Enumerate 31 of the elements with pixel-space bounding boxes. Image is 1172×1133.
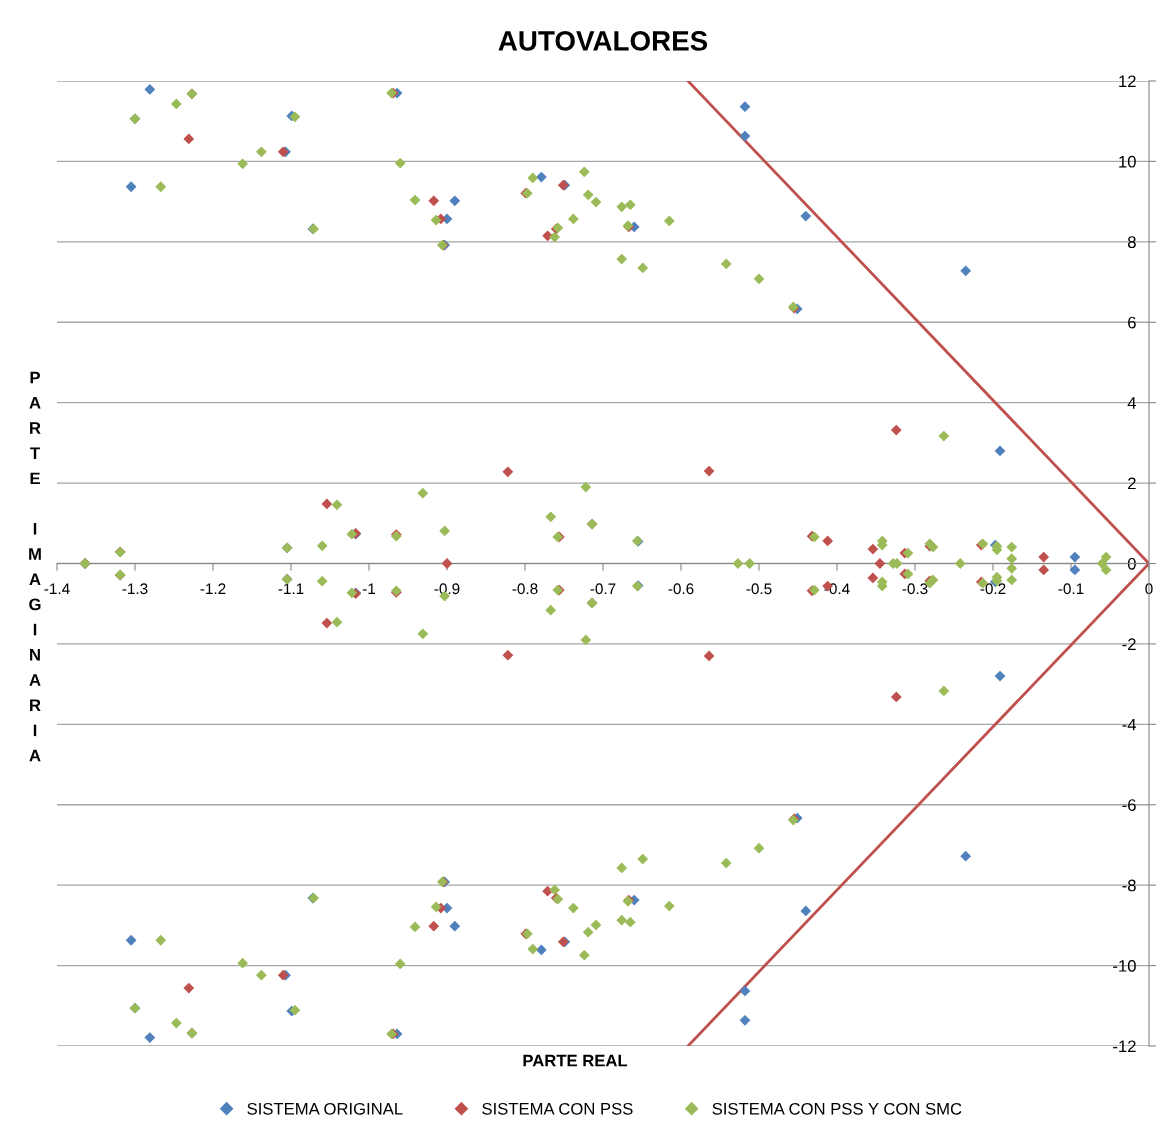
y-tick-label: 4 [1127,397,1137,409]
x-tick-label: -0.5 [746,583,772,595]
x-tick-label: -0.6 [668,583,694,595]
x-tick-label: -1.4 [44,583,70,595]
y-tick-label: 10 [1119,155,1136,168]
x-axis-title: PARTE REAL [523,1054,628,1067]
x-tick-label: -1.3 [122,583,148,595]
y-tick-label: -4 [1122,718,1137,731]
y-tick-label: -10 [1113,959,1136,972]
x-tick-label: -0.8 [512,583,538,595]
x-tick-label: -0.3 [902,583,928,595]
legend-label: SISTEMA CON PSS Y CON SMC [712,1102,962,1115]
x-tick-label: -1.1 [278,583,304,595]
x-tick-label: -0.2 [980,583,1006,595]
y-tick-label: -8 [1122,879,1136,892]
x-tick-label: -1 [362,583,376,595]
text: PARTE IMAGINARIA [29,371,41,762]
chart-title: AUTOVALORES [498,31,708,51]
y-tick-label: 6 [1128,316,1136,329]
y-tick-label: -2 [1122,638,1136,650]
legend-label: SISTEMA CON PSS [482,1102,633,1115]
y-tick-label: 8 [1127,236,1136,249]
x-tick-label: -0.7 [590,583,616,595]
x-tick-label: 0 [1145,583,1153,595]
y-tick-label: 12 [1119,75,1136,88]
x-tick-label: -1.2 [200,583,226,595]
y-tick-label: -12 [1113,1040,1136,1053]
x-tick-label: -0.1 [1058,583,1084,595]
y-tick-label: 2 [1128,477,1136,490]
y-tick-label: -6 [1122,799,1136,811]
legend-label: SISTEMA ORIGINAL [247,1102,403,1115]
